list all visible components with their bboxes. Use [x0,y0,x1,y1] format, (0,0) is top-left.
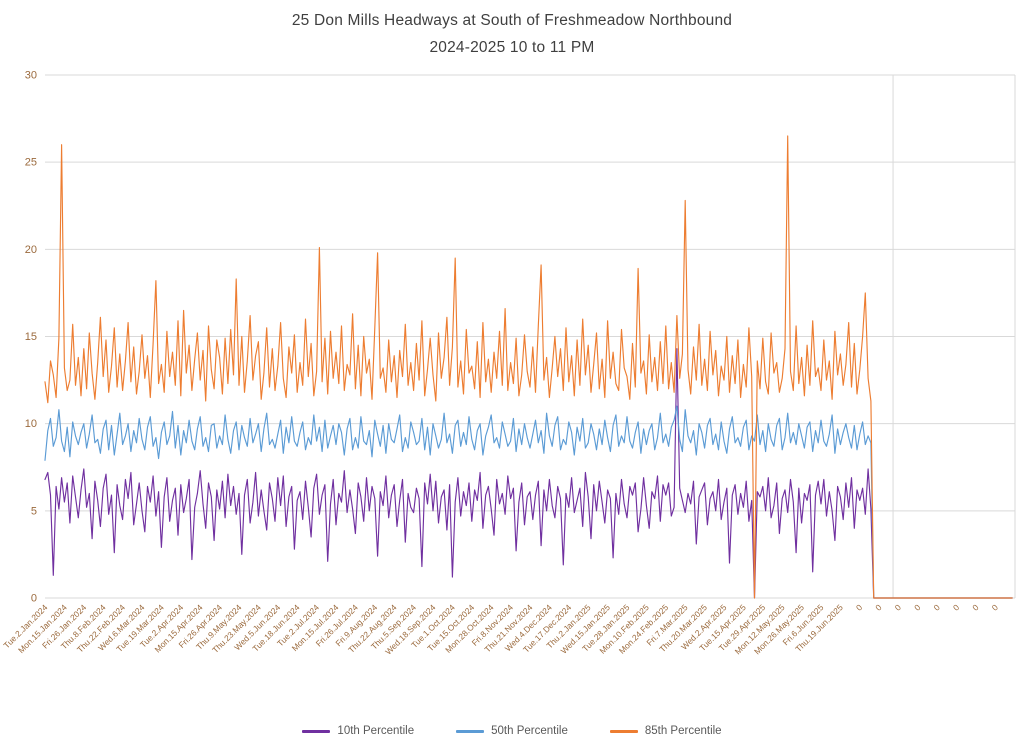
x-axis-tick-label: 0 [854,602,865,613]
y-axis-tick-label: 25 [25,157,37,169]
legend-item-10th-percentile: 10th Percentile [302,725,414,737]
legend-label-85th: 85th Percentile [644,725,722,737]
series-line-50th-percentile [44,405,1013,599]
x-axis-tick-label: 0 [931,602,942,613]
x-axis-tick-label: 0 [970,602,981,613]
chart-legend: 10th Percentile 50th Percentile 85th Per… [0,725,1024,737]
y-axis-tick-label: 0 [31,593,37,605]
legend-item-85th-percentile: 85th Percentile [609,725,722,737]
chart-title-line2: 2024-2025 10 to 11 PM [429,39,595,56]
x-axis-tick-label: 0 [873,602,884,613]
x-axis-tick-label: 0 [951,602,962,613]
series-line-85th-percentile [44,135,1013,599]
legend-label-50th: 50th Percentile [491,725,568,737]
chart-title-line1: 25 Don Mills Headways at South of Freshm… [291,12,733,29]
legend-swatch-50th [456,729,485,733]
x-axis-tick-label: 0 [990,602,1001,613]
chart-title: 25 Don Mills Headways at South of Freshm… [0,7,1024,61]
y-axis-tick-label: 5 [31,505,37,517]
legend-swatch-10th [302,729,331,733]
headways-line-chart-plot: 051015202530Tue.2.Jan.2024Mon.15.Jan.202… [1,70,1016,657]
y-axis-tick-label: 15 [25,331,37,343]
legend-label-10th: 10th Percentile [337,725,415,737]
legend-swatch-85th [609,729,638,733]
legend-item-50th-percentile: 50th Percentile [456,725,568,737]
x-axis-tick-label: 0 [893,602,904,613]
y-axis-tick-label: 30 [25,70,37,82]
series-line-10th-percentile [44,348,1013,599]
y-axis-tick-label: 20 [25,244,37,256]
x-axis-tick-label: 0 [912,602,923,613]
y-axis-tick-label: 10 [25,418,37,430]
